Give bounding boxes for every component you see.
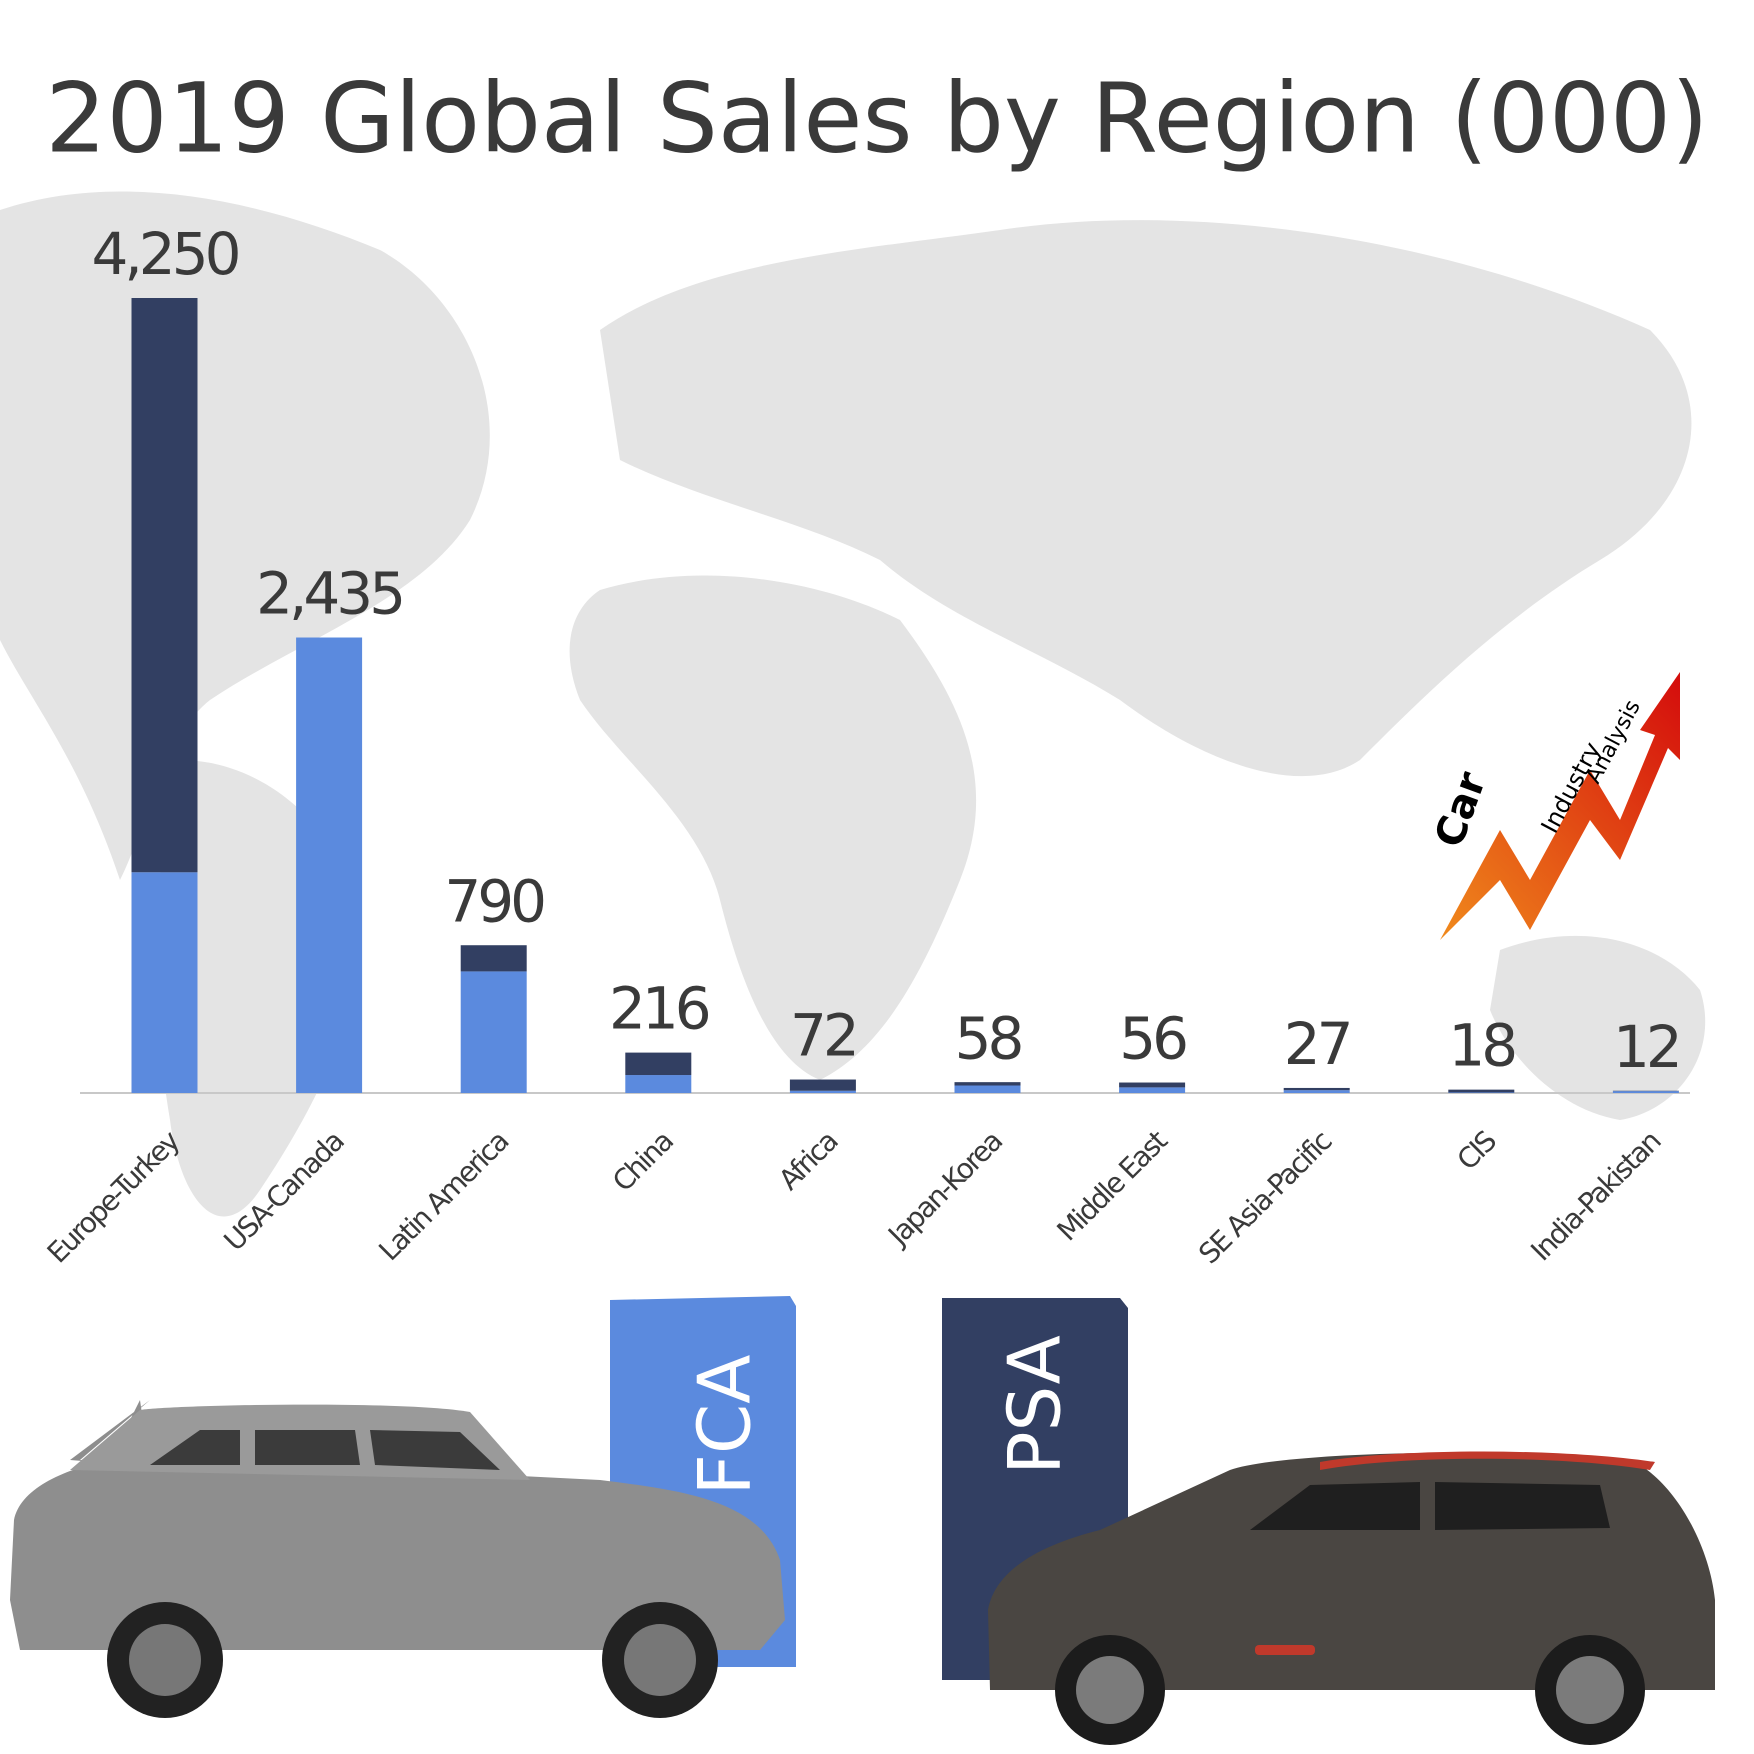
x-tick-label: India-Pakistan — [1524, 1125, 1666, 1267]
total-label: 72 — [790, 1002, 856, 1070]
bar-segment — [296, 637, 363, 1093]
total-label: 18 — [1448, 1012, 1514, 1080]
total-label: 2,435 — [256, 560, 402, 628]
bar-segment — [460, 971, 527, 1093]
total-label: 56 — [1119, 1005, 1186, 1073]
legend-label: PSA — [993, 1335, 1077, 1475]
car-right — [988, 1451, 1715, 1745]
bar-segment — [1119, 1082, 1186, 1088]
x-tick-label: SE Asia-Pacific — [1192, 1125, 1337, 1270]
total-label: 12 — [1613, 1013, 1679, 1081]
bar-segment — [1283, 1087, 1350, 1091]
car-left — [10, 1400, 785, 1718]
bar-segment — [1283, 1090, 1350, 1093]
logo-word: Car — [1426, 766, 1495, 853]
bar-segment — [789, 1079, 856, 1091]
total-label: 790 — [444, 867, 544, 935]
x-tick-label: Latin America — [372, 1125, 514, 1267]
x-tick-label: CIS — [1451, 1124, 1503, 1176]
bar-segment — [1119, 1087, 1186, 1093]
legend-label: FCA — [683, 1355, 767, 1496]
bar-segment — [1612, 1091, 1679, 1093]
chart-title: 2019 Global Sales by Region (000) — [45, 62, 1708, 174]
bar-segment — [131, 298, 198, 873]
bar-segment — [131, 872, 198, 1093]
total-label: 58 — [955, 1004, 1021, 1072]
logo: Car Industry Analysis — [1426, 672, 1680, 940]
bar-segment — [625, 1052, 692, 1076]
bar-segment — [460, 945, 527, 972]
x-tick-label: Japan-Korea — [880, 1125, 1008, 1253]
bar-segment — [954, 1082, 1021, 1086]
bar-segment — [954, 1085, 1021, 1093]
total-label: 216 — [609, 975, 709, 1043]
x-tick-label: Africa — [772, 1125, 843, 1196]
x-tick-label: Europe-Turkey — [41, 1124, 186, 1269]
logo-word: Analysis — [1581, 696, 1646, 788]
bar-segment — [1448, 1089, 1515, 1093]
world-map — [0, 191, 1706, 1217]
x-tick-label: Middle East — [1051, 1124, 1175, 1248]
bar-segment — [625, 1075, 692, 1093]
bar-segment — [1448, 1092, 1515, 1093]
total-label: 4,250 — [91, 220, 238, 288]
bar-segment — [789, 1090, 856, 1093]
x-tick-label: China — [606, 1125, 679, 1198]
total-label: 27 — [1284, 1010, 1350, 1078]
